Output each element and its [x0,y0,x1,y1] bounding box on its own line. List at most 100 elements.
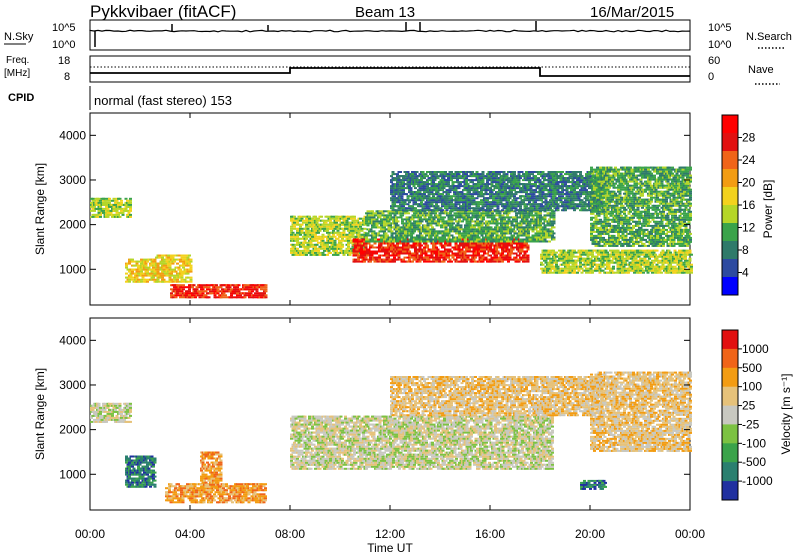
colorbar-tick-label: -100 [742,436,766,450]
power-echoes [90,166,693,299]
colorbar-tick-label: 4 [742,266,749,280]
date-label: 16/Mar/2015 [590,4,674,21]
power-colorbar: 28 24 20 16 12 8 4 [721,114,756,296]
colorbar-segment [722,115,738,134]
colorbar-tick-label: 500 [742,361,762,375]
colorbar-segment [722,133,738,152]
x-tick-label: 12:00 [375,527,405,541]
noise-panel-frame [89,19,691,51]
y-tick-label: 2000 [59,423,86,437]
colorbar-segment [722,481,738,501]
noise-left-label: N.Sky [4,31,34,43]
freq-label-line1: Freq. [6,55,29,66]
freq-left-tick-top: 18 [58,55,70,67]
x-axis-ticks: 00:00 04:00 08:00 12:00 16:00 20:00 00:00 [75,113,705,541]
echo-band [125,258,157,283]
plot-title: Pykkvibaer (fitACF) [90,2,236,21]
x-tick-label: 08:00 [275,527,305,541]
echo-band [390,376,605,417]
echo-band [290,415,554,470]
colorbar-tick-label: 100 [742,380,762,394]
colorbar-segment [722,330,738,350]
x-tick-label: 04:00 [175,527,205,541]
noise-left-tick-bottom: 10^0 [52,39,76,51]
echo-band [580,479,607,490]
echo-band [365,210,556,243]
y-tick-label: 4000 [59,128,86,142]
colorbar-segment [722,443,738,463]
y-tick-label: 1000 [59,467,86,481]
power-ylabel: Slant Range [km] [33,163,47,255]
freq-right-tick-bottom: 0 [708,71,714,83]
colorbar-tick-label: 20 [742,176,756,190]
echo-band [590,371,692,452]
cpid-label: CPID [8,92,34,104]
colorbar-frame [721,329,739,501]
noise-left-tick-top: 10^5 [52,22,76,34]
y-tick-label: 2000 [59,218,86,232]
colorbar-segment [722,187,738,206]
echo-band [352,238,530,263]
echo-band [200,451,223,488]
freq-label-line2: [MHz] [4,68,30,79]
colorbar-segment [722,151,738,170]
colorbar-segment [722,277,738,296]
y-tick-label: 1000 [59,262,86,276]
echo-band [125,455,157,488]
cpid-text: normal (fast stereo) 153 [94,93,232,108]
x-tick-label: 00:00 [75,527,105,541]
x-tick-label: 20:00 [575,527,605,541]
colorbar-segment [722,169,738,188]
colorbar-tick-label: 8 [742,243,749,257]
beam-label: Beam 13 [355,4,415,21]
colorbar-segment [722,348,738,369]
freq-right-tick-top: 60 [708,55,720,67]
echo-band [390,171,605,212]
y-tick-label: 3000 [59,173,86,187]
freq-trace [90,66,690,77]
echo-band [540,249,693,274]
echo-band [170,284,268,299]
echo-band [90,402,132,423]
colorbar-segment [722,241,738,260]
x-axis-label: Time UT [367,541,413,554]
velocity-yticks: 4000 3000 2000 1000 [59,333,690,481]
colorbar-tick-label: -1000 [742,474,773,488]
echo-band [90,197,132,218]
colorbar-segment [722,367,738,388]
x-tick-label: 16:00 [475,527,505,541]
x-tick-label: 00:00 [675,527,705,541]
echo-band [155,254,193,283]
colorbar-segment [722,223,738,242]
velocity-colorbar: 1000 500 100 25 -25 -100 -500 -1000 [721,329,773,501]
colorbar-segment [722,424,738,444]
colorbar-tick-label: 1000 [742,342,769,356]
colorbar-segment [722,259,738,278]
power-colorbar-label: Power [dB] [761,180,775,239]
noise-line [89,29,691,33]
colorbar-tick-label: 16 [742,198,756,212]
noise-trace [89,21,691,47]
velocity-echoes [90,371,692,504]
nave-label: Nave [748,64,774,76]
colorbar-tick-label: -500 [742,455,766,469]
colorbar-tick-label: 12 [742,221,756,235]
echo-band [590,166,692,247]
noise-right-tick-top: 10^5 [708,22,732,34]
noise-right-label: N.Search [746,31,792,43]
colorbar-tick-label: -25 [742,417,760,431]
colorbar-tick-label: 25 [742,399,756,413]
colorbar-segment [722,405,738,425]
power-yticks: 4000 3000 2000 1000 [59,128,690,276]
velocity-colorbar-label: Velocity [m s⁻¹] [779,373,793,454]
colorbar-segment [722,205,738,224]
colorbar-tick-label: 28 [742,131,756,145]
colorbar-segment [722,462,738,482]
y-tick-label: 4000 [59,333,86,347]
noise-right-tick-bottom: 10^0 [708,39,732,51]
y-tick-label: 3000 [59,378,86,392]
velocity-ylabel: Slant Range [km] [33,368,47,460]
freq-left-tick-bottom: 8 [64,71,70,83]
freq-panel-frame [89,55,691,83]
